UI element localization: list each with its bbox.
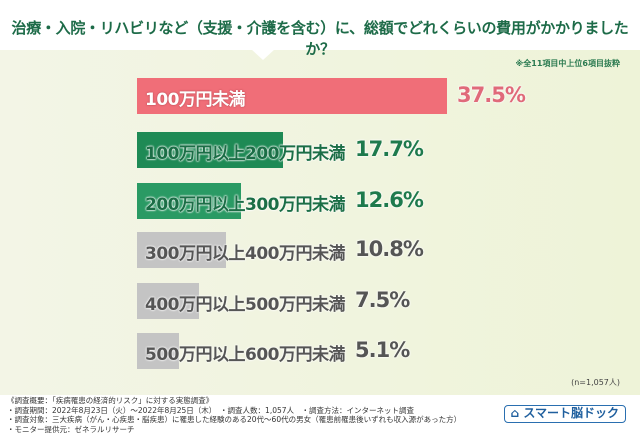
bar-row: 500万円以上600万円未満 5.1% <box>137 333 617 369</box>
bar-row: 400万円以上500万円未満 7.5% <box>137 283 617 319</box>
logo-text: スマート脳ドック <box>523 406 619 420</box>
category-label: 300万円以上400万円未満 <box>145 244 345 264</box>
logo-icon: ⌂ <box>510 406 524 420</box>
value-label: 7.5% <box>355 288 410 312</box>
bar-row: 100万円以上200万円未満 17.7% <box>137 132 617 168</box>
bar <box>137 232 227 268</box>
value-label: 17.7% <box>355 137 424 161</box>
header: 治療・入院・リハビリなど（支援・介護を含む）に、総額でどれくらいの費用がかかりま… <box>0 0 640 58</box>
bar-row: 200万円以上300万円未満 12.6% <box>137 183 617 219</box>
bar <box>137 78 447 114</box>
chart-note: ※全11項目中上位6項目抜粋 <box>515 59 620 68</box>
bar <box>137 333 180 369</box>
header-notch <box>251 49 275 60</box>
footer-line: 《調査概要：「疾病罹患の経済的リスク」に対する実態調査》 <box>7 396 214 405</box>
bar <box>137 283 199 319</box>
survey-footer: 《調査概要：「疾病罹患の経済的リスク」に対する実態調査》 ・調査期間：2022年… <box>0 395 640 443</box>
category-label: 100万円未満 <box>145 90 246 110</box>
value-label: 5.1% <box>355 338 410 362</box>
footer-line: ・調査対象：三大疾病（がん・心疾患・脳疾患）に罹患した経験のある20代～60代の… <box>7 415 462 424</box>
chart-title: 治療・入院・リハビリなど（支援・介護を含む）に、総額でどれくらいの費用がかかりま… <box>11 19 629 58</box>
category-label: 400万円以上500万円未満 <box>145 295 345 315</box>
value-label: 37.5% <box>457 83 526 107</box>
footer-line: ・モニター提供元：ゼネラルリサーチ <box>7 424 135 434</box>
bar <box>137 183 242 219</box>
category-label: 100万円以上200万円未満 <box>145 144 345 164</box>
category-label: 200万円以上300万円未満 <box>145 195 345 215</box>
value-label: 12.6% <box>355 188 424 212</box>
brand-logo: ⌂ スマート脳ドック <box>503 405 626 423</box>
bar-row: 300万円以上400万円未満 10.8% <box>137 232 617 268</box>
footer-line: ・調査期間：2022年8月23日（火）～2022年8月25日（木） ・調査人数：… <box>7 405 415 415</box>
sample-size: (n=1,057人) <box>571 378 620 387</box>
bar-row: 100万円未満 37.5% <box>137 78 617 114</box>
category-label: 500万円以上600万円未満 <box>145 345 345 365</box>
chart-area: ※全11項目中上位6項目抜粋 100万円未満 37.5% 100万円以上200万円未… <box>0 50 640 395</box>
bar <box>137 132 284 168</box>
value-label: 10.8% <box>355 237 424 261</box>
